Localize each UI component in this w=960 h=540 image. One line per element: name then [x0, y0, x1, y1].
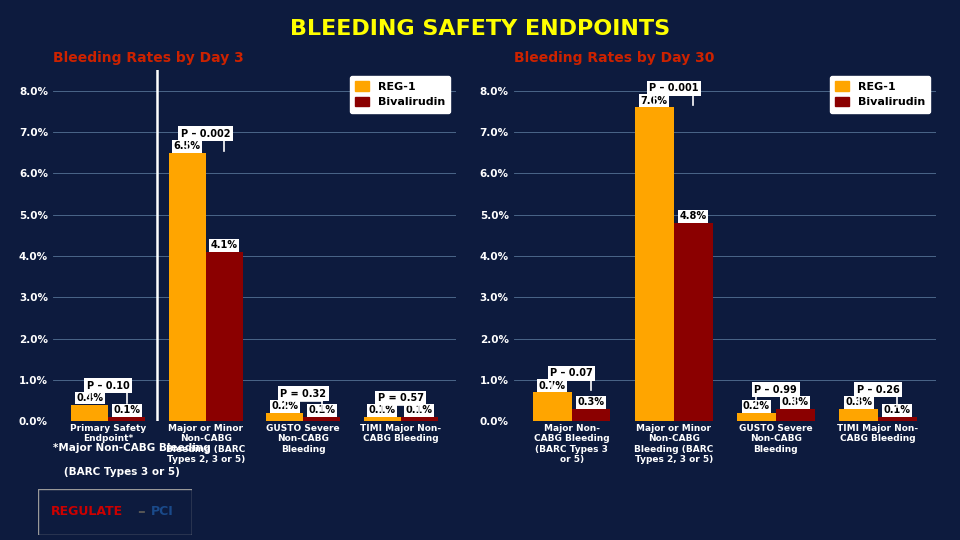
Text: 6.5%: 6.5%: [174, 141, 201, 151]
Text: (BARC Types 3 or 5): (BARC Types 3 or 5): [53, 467, 180, 477]
Text: P = 0.57: P = 0.57: [377, 393, 423, 403]
Text: 7.6%: 7.6%: [641, 96, 668, 106]
Text: P – 0.07: P – 0.07: [550, 368, 593, 378]
Text: 0.2%: 0.2%: [271, 401, 299, 411]
Text: P = 0.32: P = 0.32: [280, 389, 326, 399]
Legend: REG-1, Bivalirudin: REG-1, Bivalirudin: [349, 76, 450, 113]
Bar: [400, 417, 438, 421]
Text: 0.1%: 0.1%: [113, 406, 140, 415]
Bar: [108, 417, 145, 421]
Text: 0.1%: 0.1%: [308, 406, 335, 415]
Bar: [205, 252, 243, 421]
Bar: [674, 223, 712, 421]
Text: 4.1%: 4.1%: [210, 240, 238, 250]
Text: 0.3%: 0.3%: [781, 397, 808, 407]
Text: 0.1%: 0.1%: [406, 406, 433, 415]
Text: REGULATE: REGULATE: [51, 505, 123, 518]
Text: 4.8%: 4.8%: [680, 211, 707, 221]
Bar: [839, 409, 878, 421]
Text: BLEEDING SAFETY ENDPOINTS: BLEEDING SAFETY ENDPOINTS: [290, 19, 670, 39]
Bar: [878, 417, 917, 421]
Legend: REG-1, Bivalirudin: REG-1, Bivalirudin: [829, 76, 930, 113]
Bar: [533, 392, 571, 421]
Text: Bleeding Rates by Day 30: Bleeding Rates by Day 30: [514, 51, 714, 65]
Bar: [571, 409, 611, 421]
Text: 0.3%: 0.3%: [845, 397, 872, 407]
Bar: [364, 417, 400, 421]
Text: 0.1%: 0.1%: [369, 406, 396, 415]
Text: P – 0.99: P – 0.99: [755, 385, 797, 395]
Text: 0.4%: 0.4%: [76, 393, 103, 403]
Bar: [737, 413, 776, 421]
Text: 0.1%: 0.1%: [884, 406, 911, 415]
Text: *Major Non-CABG Bleeding: *Major Non-CABG Bleeding: [53, 443, 210, 453]
Text: P – 0.002: P – 0.002: [180, 129, 230, 139]
Bar: [266, 413, 303, 421]
Text: 0.2%: 0.2%: [743, 401, 770, 411]
Text: P – 0.10: P – 0.10: [86, 381, 130, 390]
Text: 0.7%: 0.7%: [539, 381, 565, 390]
Bar: [303, 417, 340, 421]
Text: P – 0.26: P – 0.26: [856, 385, 900, 395]
Text: PCI: PCI: [151, 505, 173, 518]
Bar: [71, 404, 108, 421]
Bar: [169, 153, 205, 421]
Text: –: –: [136, 504, 144, 519]
Bar: [635, 107, 674, 421]
Text: P – 0.001: P – 0.001: [649, 83, 699, 93]
Bar: [776, 409, 815, 421]
Text: 0.3%: 0.3%: [578, 397, 605, 407]
Text: Bleeding Rates by Day 3: Bleeding Rates by Day 3: [53, 51, 244, 65]
